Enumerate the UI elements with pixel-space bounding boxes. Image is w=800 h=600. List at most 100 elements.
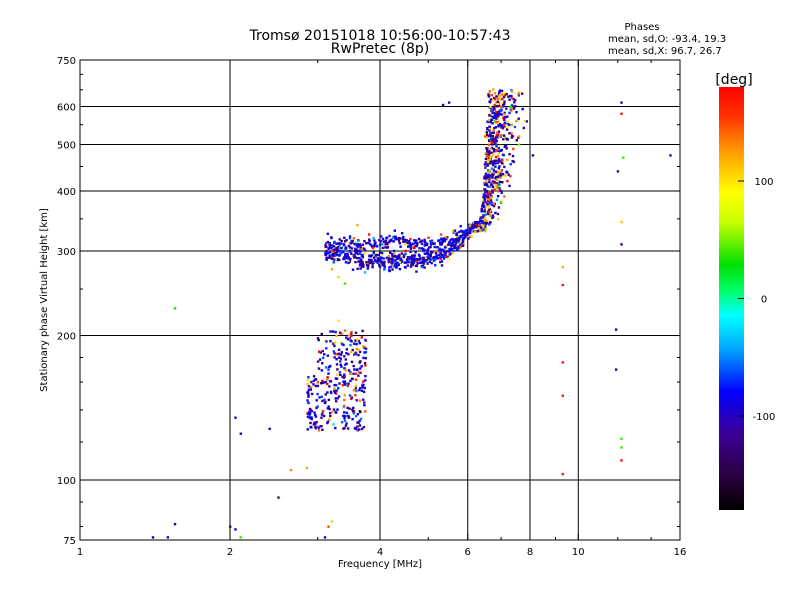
data-point	[502, 138, 505, 141]
data-point	[455, 232, 458, 235]
data-point	[396, 263, 400, 266]
data-point	[440, 248, 443, 251]
data-point	[331, 330, 335, 333]
data-point	[328, 417, 332, 421]
data-point	[490, 196, 493, 199]
data-point	[355, 389, 358, 393]
data-point	[510, 104, 514, 107]
data-point	[491, 214, 495, 217]
data-point	[479, 219, 483, 222]
data-point	[307, 401, 310, 405]
data-point	[268, 427, 271, 430]
data-point	[484, 180, 488, 183]
data-point	[409, 258, 412, 261]
data-point	[496, 100, 500, 104]
data-point	[326, 420, 330, 424]
data-point	[497, 133, 500, 136]
data-point	[332, 248, 335, 252]
data-point	[506, 138, 509, 141]
data-point	[484, 135, 487, 138]
y-axis-label: Stationary phase Virtual Height [km]	[39, 208, 50, 392]
data-point	[496, 105, 499, 108]
data-point	[488, 198, 491, 201]
data-point	[486, 151, 489, 154]
data-point	[439, 233, 443, 236]
data-point	[354, 241, 357, 244]
data-point	[364, 347, 368, 350]
data-point	[491, 191, 494, 194]
data-point	[484, 172, 488, 175]
data-point	[394, 262, 398, 265]
data-point	[342, 257, 345, 261]
data-point	[494, 114, 497, 117]
data-point	[512, 107, 516, 110]
data-point	[423, 239, 426, 243]
data-point	[496, 195, 500, 198]
data-point	[489, 134, 492, 137]
data-point	[415, 270, 418, 273]
data-point	[495, 149, 498, 152]
data-point	[330, 247, 333, 250]
data-point	[350, 350, 353, 354]
data-point	[492, 116, 496, 119]
data-point	[509, 163, 512, 166]
data-point	[498, 187, 501, 190]
data-point	[349, 246, 352, 249]
data-point	[351, 418, 354, 421]
data-point	[427, 254, 431, 257]
data-point	[505, 147, 508, 150]
data-point	[505, 137, 508, 140]
data-point	[502, 103, 505, 107]
colorbar-tick-label: 0	[761, 295, 767, 306]
data-point	[428, 257, 431, 260]
data-point	[335, 384, 338, 387]
data-point	[307, 388, 311, 391]
data-point	[306, 415, 310, 418]
data-point	[440, 237, 443, 240]
data-point	[483, 198, 486, 201]
data-point	[358, 399, 362, 402]
data-point	[482, 193, 486, 196]
data-point	[487, 118, 491, 122]
data-point	[425, 252, 428, 255]
data-point	[355, 249, 358, 253]
plot-area: 1 2 4 6 8 10 16 75 100 200 300 400 500 600 750	[57, 56, 686, 558]
data-point	[461, 240, 465, 243]
data-point	[326, 232, 329, 235]
data-point	[383, 240, 386, 243]
data-point	[486, 202, 489, 206]
data-point	[364, 338, 367, 342]
data-point	[503, 121, 507, 124]
data-point	[494, 97, 497, 101]
data-point	[362, 247, 366, 250]
data-point	[315, 425, 318, 428]
data-point	[497, 102, 500, 105]
data-point	[430, 251, 433, 254]
data-point	[417, 258, 420, 261]
data-point	[426, 248, 430, 251]
data-point	[422, 247, 425, 251]
data-point	[363, 362, 367, 365]
data-point	[352, 372, 355, 375]
data-point	[499, 160, 502, 163]
data-point	[429, 253, 432, 256]
data-point	[329, 340, 332, 343]
data-point	[361, 243, 365, 246]
data-point	[397, 256, 401, 260]
data-point	[491, 136, 494, 140]
data-point	[361, 262, 364, 266]
data-point	[483, 214, 486, 218]
data-point	[375, 253, 379, 257]
data-point	[367, 233, 371, 236]
data-point	[425, 256, 428, 259]
data-point	[328, 251, 332, 254]
data-point	[484, 157, 488, 160]
data-point	[401, 237, 405, 241]
data-point	[495, 134, 498, 137]
data-point	[509, 105, 512, 108]
data-point	[479, 222, 482, 225]
data-point	[316, 337, 320, 340]
data-point	[438, 239, 441, 242]
data-point	[335, 250, 339, 253]
data-point	[358, 252, 362, 255]
